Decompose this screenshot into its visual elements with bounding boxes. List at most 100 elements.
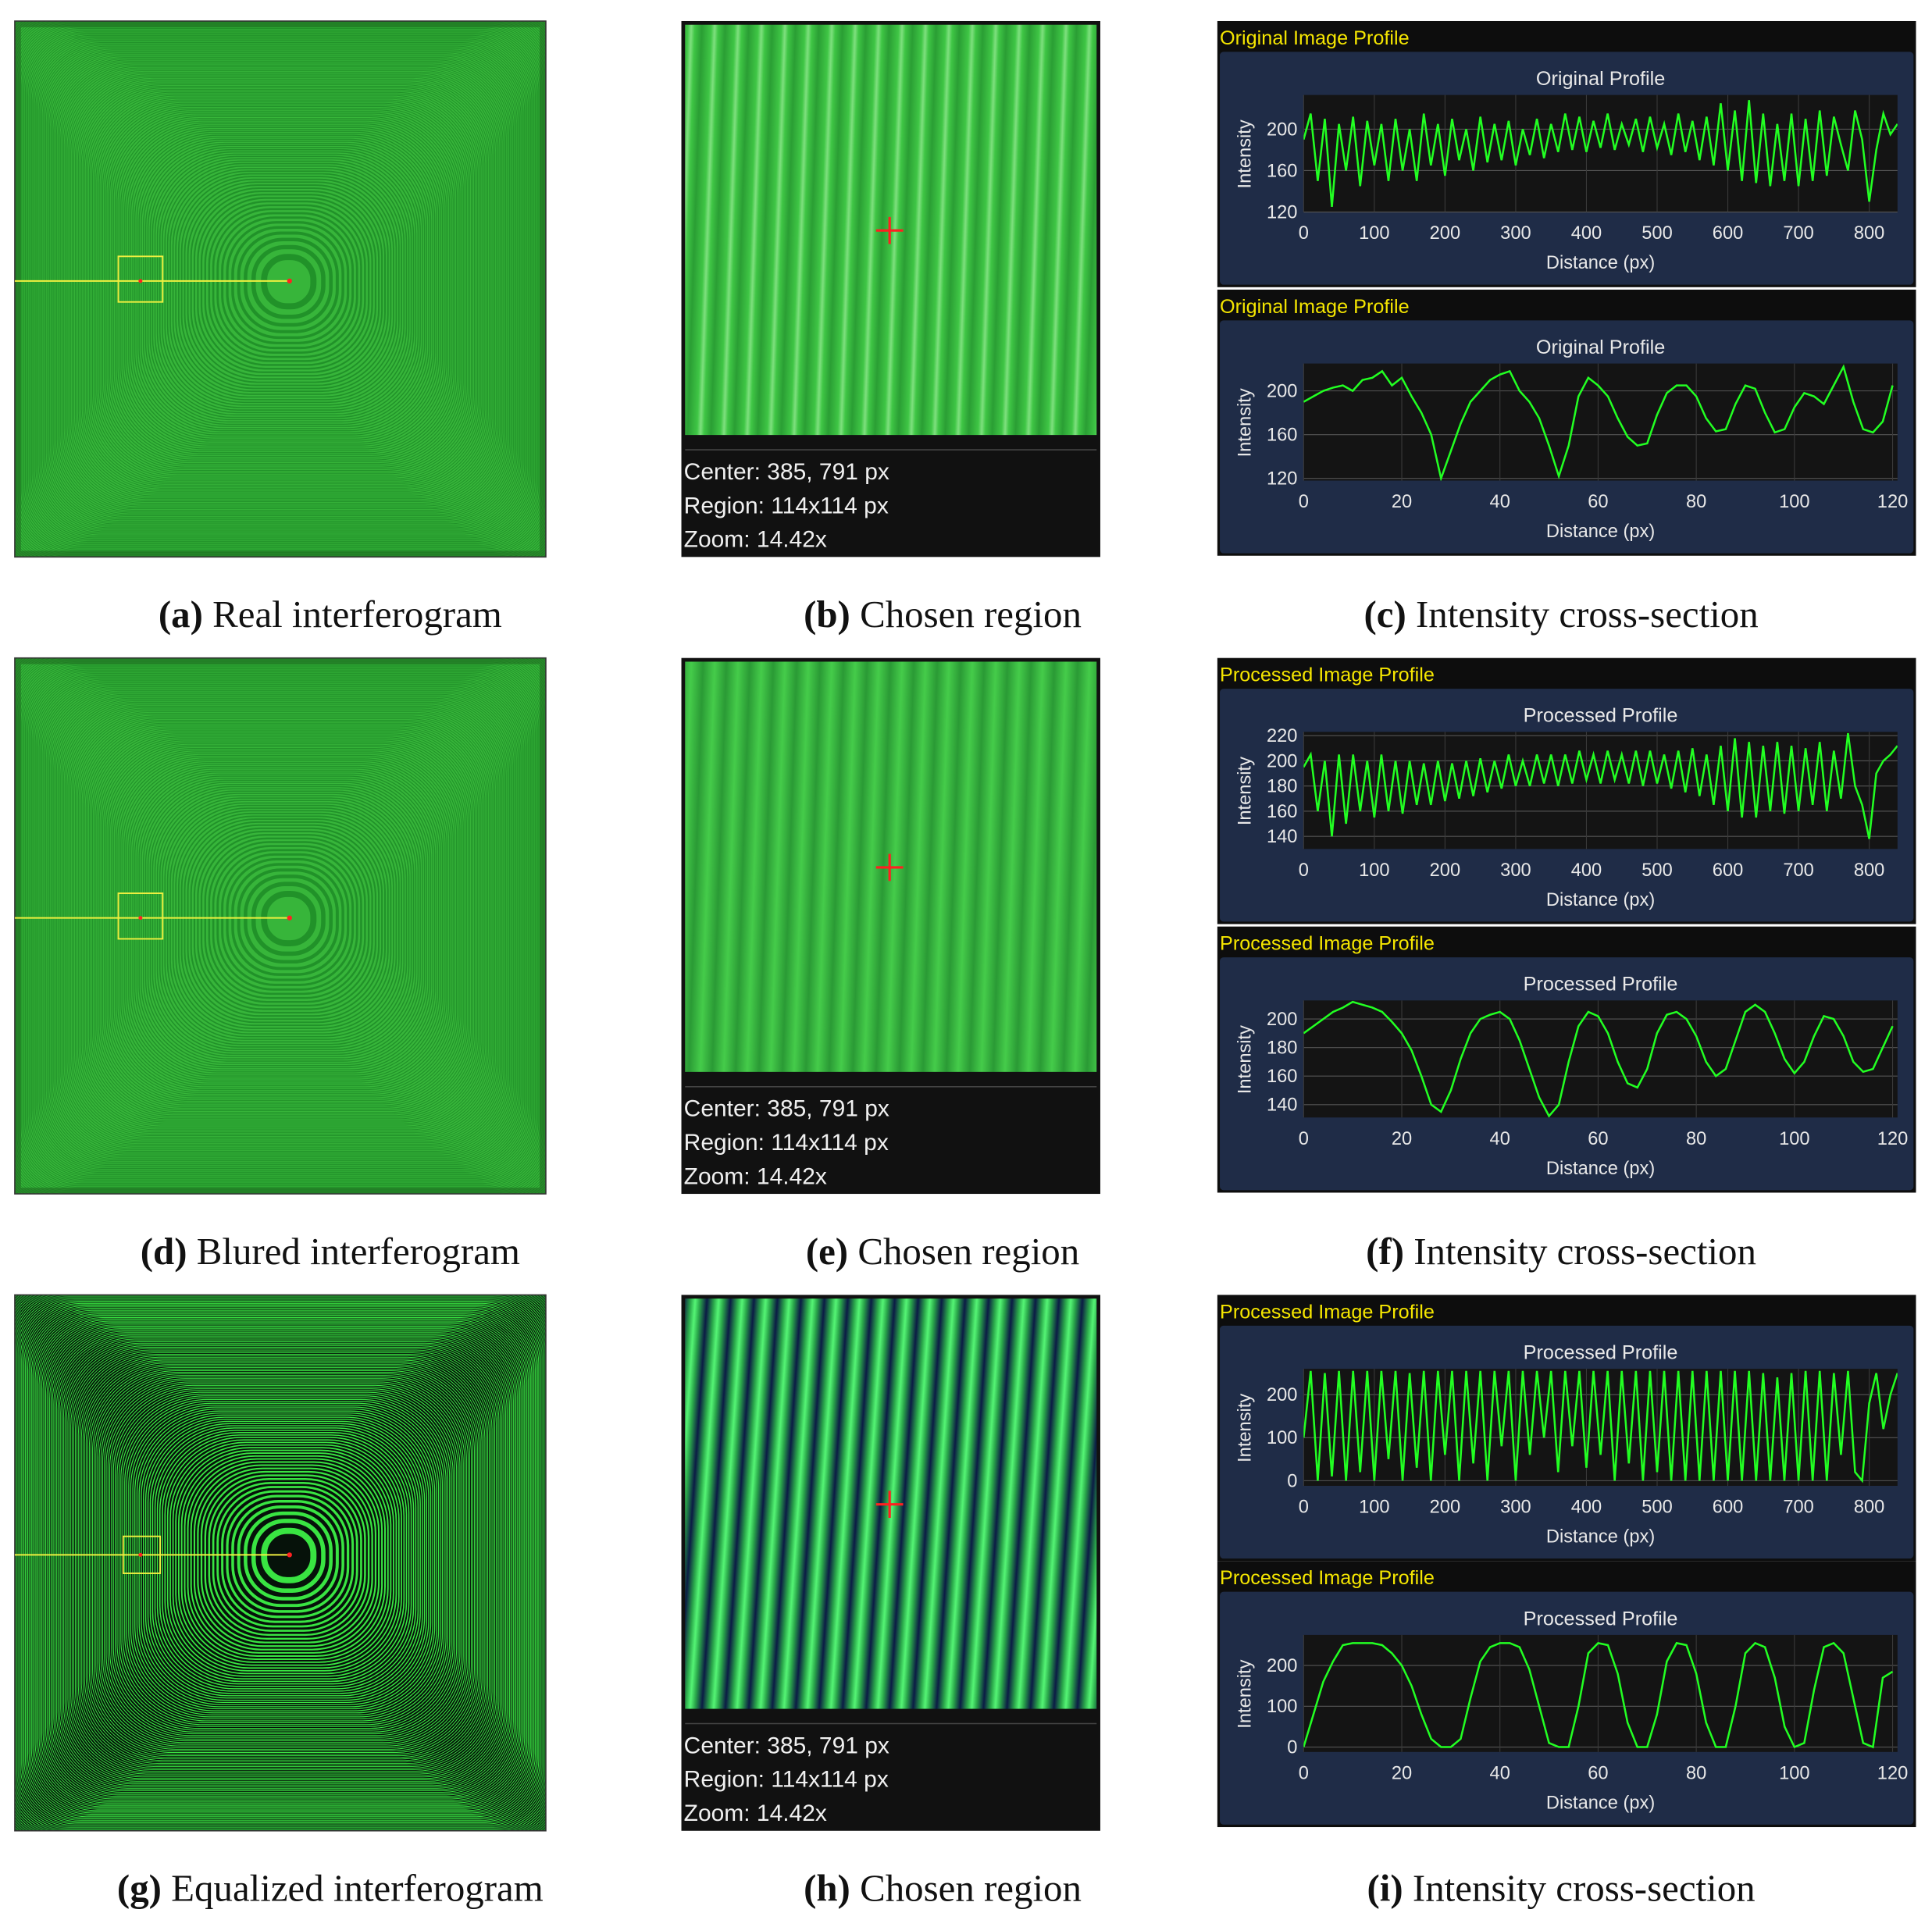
fringe	[109, 748, 459, 1098]
fringe	[53, 1332, 512, 1790]
fringe	[120, 758, 449, 1087]
fringe	[175, 810, 397, 1032]
region-dot	[138, 279, 143, 283]
caption-text: Intensity cross-section	[1413, 1230, 1756, 1273]
fringe	[237, 231, 339, 333]
chart-title: Processed Profile	[1524, 705, 1678, 727]
interferogram	[14, 657, 546, 1195]
x-tick-label: 200	[1430, 860, 1460, 881]
fringe	[134, 1408, 436, 1710]
fringe	[55, 61, 509, 514]
fringe	[141, 1414, 430, 1704]
fringe	[44, 49, 520, 525]
fringe	[64, 1342, 501, 1779]
fringe	[57, 699, 508, 1149]
y-tick-label: 160	[1267, 802, 1297, 822]
region-info: Center: 385, 791 px	[684, 1096, 889, 1122]
fringe	[62, 67, 502, 507]
fringe	[109, 111, 459, 461]
fringe	[64, 69, 501, 505]
fringe	[143, 142, 427, 427]
fringe	[82, 1359, 484, 1761]
fringe	[172, 807, 400, 1035]
caption: (e) Chosen region	[806, 1230, 1079, 1273]
fringe	[151, 151, 419, 419]
fringe	[177, 1449, 394, 1666]
x-tick-label: 500	[1641, 860, 1672, 881]
y-tick-label: 200	[1267, 382, 1297, 402]
fringe	[59, 63, 506, 511]
x-tick-label: 200	[1430, 1498, 1460, 1518]
x-tick-label: 100	[1359, 860, 1389, 881]
fringe	[102, 104, 465, 468]
fringe	[82, 722, 484, 1124]
fringe	[105, 744, 462, 1101]
fringe	[151, 788, 419, 1055]
fringe	[112, 751, 456, 1094]
fringe	[172, 170, 400, 398]
caption-text: Chosen region	[860, 593, 1082, 636]
chart-title: Processed Profile	[1524, 1608, 1678, 1630]
fringe	[200, 834, 373, 1007]
fringe	[26, 669, 537, 1181]
fringe	[46, 689, 518, 1160]
fringe	[244, 237, 333, 327]
fringe	[85, 1362, 481, 1758]
fringe	[30, 673, 533, 1177]
fringe	[44, 686, 520, 1163]
fringe	[184, 1455, 389, 1660]
fringe	[92, 94, 475, 478]
caption-text: Chosen region	[857, 1230, 1079, 1273]
caption-label: (d)	[141, 1230, 187, 1273]
fringe	[53, 695, 512, 1153]
fringe	[64, 706, 501, 1142]
fringe	[70, 711, 496, 1136]
y-tick-label: 140	[1267, 827, 1297, 847]
fringe	[180, 178, 392, 390]
fringe	[34, 41, 529, 535]
fringe	[149, 1423, 421, 1694]
fringe	[34, 1314, 529, 1808]
fringe	[126, 1401, 444, 1718]
fringe	[251, 882, 326, 956]
fringe	[169, 168, 402, 401]
fringe	[77, 1355, 489, 1766]
x-axis-label: Distance (px)	[1546, 253, 1655, 273]
fringe	[102, 741, 465, 1105]
x-tick-label: 800	[1854, 1498, 1884, 1518]
fringe	[200, 1470, 373, 1644]
fringe	[102, 1378, 465, 1742]
fringe	[107, 746, 461, 1099]
y-tick-label: 220	[1267, 726, 1297, 746]
fringe	[60, 701, 505, 1146]
fringe	[30, 674, 533, 1176]
x-tick-label: 100	[1359, 1498, 1389, 1518]
fringe	[144, 1419, 426, 1699]
x-tick-label: 20	[1392, 492, 1412, 512]
fringe	[128, 1402, 441, 1715]
x-tick-label: 400	[1571, 1498, 1602, 1518]
fringe	[26, 32, 537, 543]
fringe	[59, 700, 506, 1148]
fringe	[200, 197, 373, 370]
chart-title: Original Profile	[1536, 68, 1666, 90]
fringe	[124, 1398, 445, 1720]
profile-curve	[1303, 732, 1898, 839]
fringe	[24, 31, 538, 545]
fringe	[175, 1447, 397, 1669]
fringe	[187, 184, 386, 383]
fringe	[94, 96, 473, 476]
fringe	[45, 687, 519, 1162]
fringe	[79, 720, 487, 1127]
fringe	[23, 667, 540, 1183]
fringe	[95, 735, 472, 1112]
fringe	[74, 715, 491, 1132]
caption-label: (i)	[1367, 1867, 1403, 1910]
fringe	[136, 773, 433, 1070]
fringe	[132, 1406, 437, 1712]
x-tick-label: 60	[1588, 492, 1608, 512]
fringe	[208, 204, 366, 362]
x-tick-label: 600	[1713, 1498, 1743, 1518]
fringe	[164, 1437, 408, 1679]
